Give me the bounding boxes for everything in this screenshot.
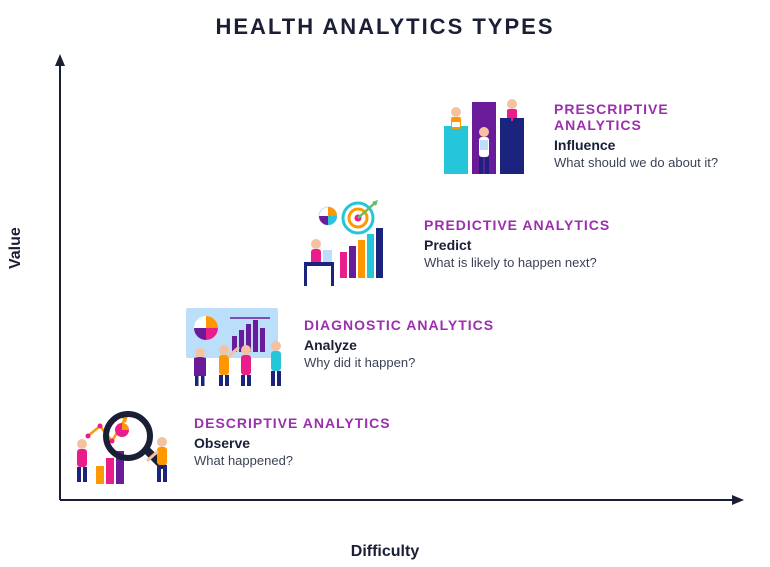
predictive-verb: Predict (424, 237, 610, 253)
descriptive-icon (70, 396, 180, 486)
step-descriptive: DESCRIPTIVE ANALYTICS Observe What happe… (70, 396, 391, 486)
descriptive-question: What happened? (194, 453, 391, 468)
step-prescriptive: PRESCRIPTIVE ANALYTICS Influence What sh… (430, 90, 750, 180)
diagnostic-heading: DIAGNOSTIC ANALYTICS (304, 317, 494, 333)
diagnostic-verb: Analyze (304, 337, 494, 353)
page-title: HEALTH ANALYTICS TYPES (0, 14, 770, 40)
descriptive-verb: Observe (194, 435, 391, 451)
step-diagnostic: DIAGNOSTIC ANALYTICS Analyze Why did it … (180, 298, 494, 388)
x-axis-label: Difficulty (0, 543, 770, 561)
predictive-heading: PREDICTIVE ANALYTICS (424, 217, 610, 233)
prescriptive-heading: PRESCRIPTIVE ANALYTICS (554, 101, 750, 133)
diagnostic-icon (180, 298, 290, 388)
descriptive-heading: DESCRIPTIVE ANALYTICS (194, 415, 391, 431)
prescriptive-question: What should we do about it? (554, 155, 750, 170)
predictive-question: What is likely to happen next? (424, 255, 610, 270)
prescriptive-verb: Influence (554, 137, 750, 153)
diagnostic-question: Why did it happen? (304, 355, 494, 370)
y-axis-label: Value (7, 227, 25, 269)
prescriptive-icon (430, 90, 540, 180)
predictive-icon (300, 198, 410, 288)
step-predictive: PREDICTIVE ANALYTICS Predict What is lik… (300, 198, 610, 288)
chart-area: DESCRIPTIVE ANALYTICS Observe What happe… (60, 60, 750, 515)
